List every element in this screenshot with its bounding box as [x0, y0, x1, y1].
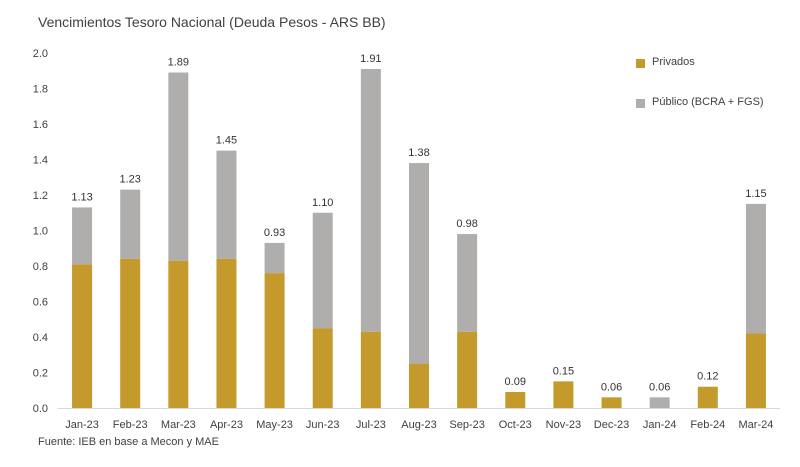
x-tick-label: Apr-23: [210, 419, 243, 431]
x-tick-label: Mar-23: [161, 419, 196, 431]
y-tick-label: 0.6: [33, 297, 48, 309]
x-tick-label: Feb-23: [113, 419, 148, 431]
bar-privados: [697, 386, 718, 408]
legend-swatch-privados: [636, 59, 645, 68]
chart-source: Fuente: IEB en base a Mecon y MAE: [38, 436, 219, 448]
y-tick-label: 2.0: [33, 48, 48, 60]
x-tick-label: May-23: [256, 419, 293, 431]
bar-publico: [745, 203, 766, 334]
bar-publico: [312, 212, 333, 329]
x-tick-label: Jun-23: [306, 419, 340, 431]
bar-publico: [457, 234, 478, 332]
x-tick-label: Jan-23: [65, 419, 99, 431]
x-tick-label: Jul-23: [356, 419, 386, 431]
y-tick-label: 1.6: [33, 119, 48, 131]
data-label-total: 1.45: [216, 135, 237, 147]
x-tick-label: Sep-23: [449, 419, 484, 431]
bar-publico: [360, 68, 381, 332]
bar-privados: [601, 397, 622, 408]
bar-publico: [120, 189, 141, 259]
bar-privados: [360, 331, 381, 408]
bar-privados: [120, 258, 141, 408]
bar-publico: [72, 207, 93, 265]
y-tick-label: 0.0: [33, 403, 48, 415]
bar-privados: [505, 392, 526, 408]
y-tick-label: 0.4: [33, 332, 48, 344]
x-tick-label: Jan-24: [643, 419, 677, 431]
data-label-total: 1.10: [312, 197, 333, 209]
data-label-total: 1.15: [745, 188, 766, 200]
data-label-total: 1.89: [168, 57, 189, 69]
y-tick-label: 1.8: [33, 84, 48, 96]
data-label-total: 1.23: [119, 174, 140, 186]
bar-privados: [457, 331, 478, 408]
data-label-total: 0.06: [649, 381, 670, 393]
y-tick-label: 1.0: [33, 226, 48, 238]
x-tick-label: Oct-23: [499, 419, 532, 431]
data-label-total: 0.06: [601, 381, 622, 393]
chart-title: Vencimientos Tesoro Nacional (Deuda Peso…: [38, 14, 386, 30]
data-label-total: 1.13: [71, 191, 92, 203]
x-tick-label: Aug-23: [401, 419, 436, 431]
data-label-total: 0.09: [505, 376, 526, 388]
x-tick-label: Nov-23: [546, 419, 581, 431]
bar-publico: [264, 242, 285, 274]
y-tick-label: 1.2: [33, 190, 48, 202]
bar-privados: [216, 258, 237, 408]
x-tick-label: Feb-24: [690, 419, 725, 431]
y-tick-label: 0.8: [33, 261, 48, 273]
y-tick-label: 0.2: [33, 368, 48, 380]
bar-privados: [409, 363, 429, 408]
bar-publico: [216, 150, 237, 259]
data-label-total: 0.93: [264, 227, 285, 239]
bar-privados: [168, 260, 189, 408]
data-label-total: 1.91: [360, 53, 381, 65]
bar-publico: [168, 72, 189, 261]
bar-privados: [264, 273, 285, 408]
bar-privados: [553, 381, 574, 408]
bar-publico: [649, 397, 670, 408]
bar-publico: [409, 163, 429, 364]
legend-label-privados: Privados: [652, 56, 695, 68]
legend-swatch-publico: [636, 99, 645, 108]
x-tick-label: Dec-23: [594, 419, 629, 431]
legend-label-publico: Público (BCRA + FGS): [652, 96, 764, 108]
bar-privados: [745, 333, 766, 408]
y-tick-label: 1.4: [33, 155, 48, 167]
bar-privados: [312, 328, 333, 408]
data-label-total: 1.38: [408, 147, 429, 159]
data-label-total: 0.12: [697, 371, 718, 383]
bar-privados: [72, 264, 93, 408]
x-tick-label: Mar-24: [739, 419, 774, 431]
data-label-total: 0.98: [456, 218, 477, 230]
data-label-total: 0.15: [553, 365, 574, 377]
